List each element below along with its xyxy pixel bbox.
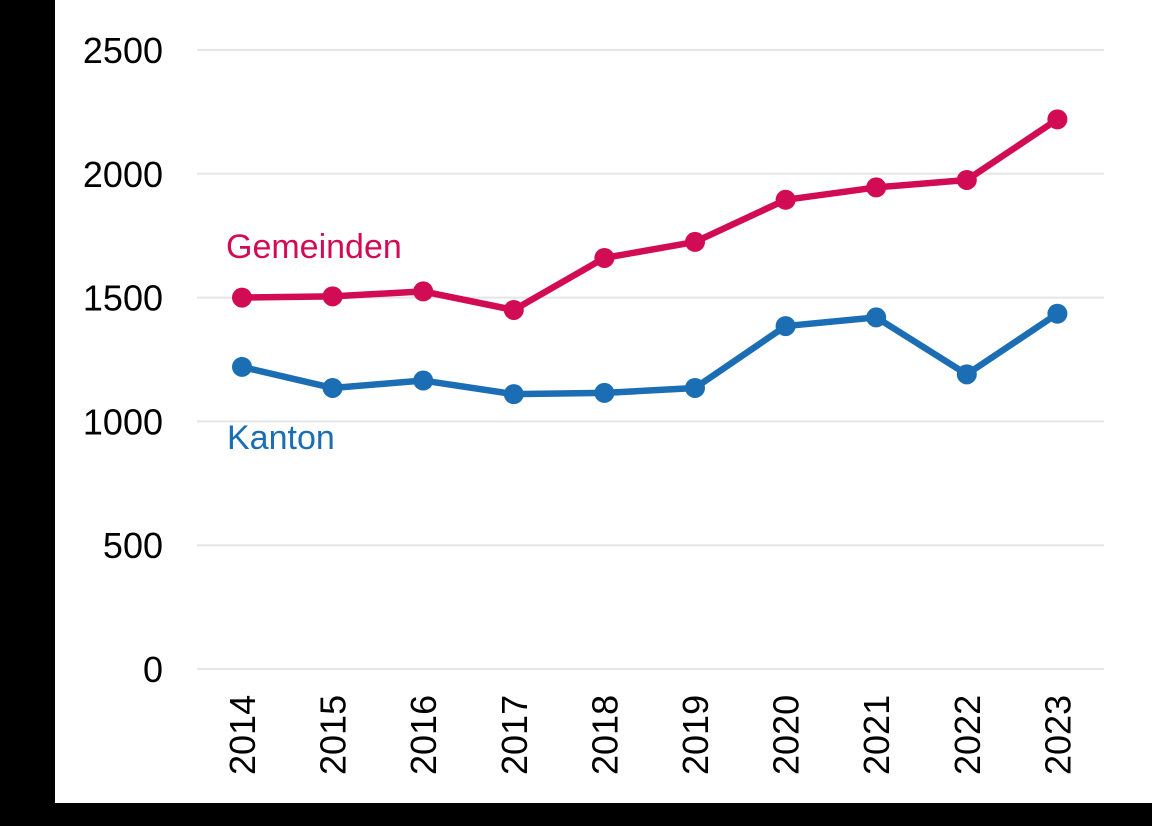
left-frame-bar	[0, 0, 55, 826]
y-tick-label: 500	[103, 525, 163, 566]
x-tick-label: 2014	[222, 695, 263, 775]
x-tick-label: 2021	[856, 695, 897, 775]
data-point-gemeinden-2017	[503, 299, 524, 320]
data-point-kanton-2023	[1047, 303, 1068, 324]
data-point-gemeinden-2023	[1047, 109, 1068, 130]
x-tick-label: 2015	[313, 695, 354, 775]
data-point-kanton-2020	[775, 316, 796, 337]
data-point-kanton-2015	[322, 377, 343, 398]
data-point-gemeinden-2019	[685, 231, 705, 252]
series-line-kanton	[238, 310, 1061, 398]
x-tick-label: 2017	[494, 695, 535, 775]
data-point-gemeinden-2015	[322, 286, 343, 307]
y-tick-label: 2500	[83, 30, 163, 71]
data-point-kanton-2022	[956, 364, 977, 385]
x-tick-label: 2020	[766, 695, 807, 775]
data-point-gemeinden-2018	[594, 247, 615, 268]
series-line-gemeinden	[238, 116, 1061, 314]
data-point-gemeinden-2020	[775, 189, 796, 210]
y-tick-label: 0	[143, 649, 163, 690]
x-tick-label: 2019	[675, 695, 716, 775]
y-tick-label: 1000	[83, 401, 163, 442]
data-point-kanton-2016	[413, 370, 434, 391]
data-point-kanton-2019	[685, 377, 705, 398]
data-point-gemeinden-2021	[866, 177, 887, 198]
series-label-kanton: Kanton	[227, 419, 335, 457]
data-point-gemeinden-2014	[232, 287, 252, 308]
bottom-frame-bar	[0, 803, 1152, 826]
x-tick-label: 2022	[947, 695, 988, 775]
y-tick-label: 2000	[83, 154, 163, 195]
data-point-kanton-2018	[594, 382, 615, 403]
data-point-kanton-2017	[503, 384, 524, 405]
data-point-kanton-2014	[232, 356, 252, 377]
x-tick-label: 2023	[1037, 695, 1078, 775]
y-tick-label: 1500	[83, 278, 163, 319]
x-tick-label: 2018	[584, 695, 625, 775]
data-point-gemeinden-2022	[956, 169, 977, 190]
x-tick-label: 2016	[403, 695, 444, 775]
series-label-gemeinden: Gemeinden	[226, 228, 402, 266]
data-point-gemeinden-2016	[413, 281, 434, 302]
data-point-kanton-2021	[866, 307, 887, 328]
